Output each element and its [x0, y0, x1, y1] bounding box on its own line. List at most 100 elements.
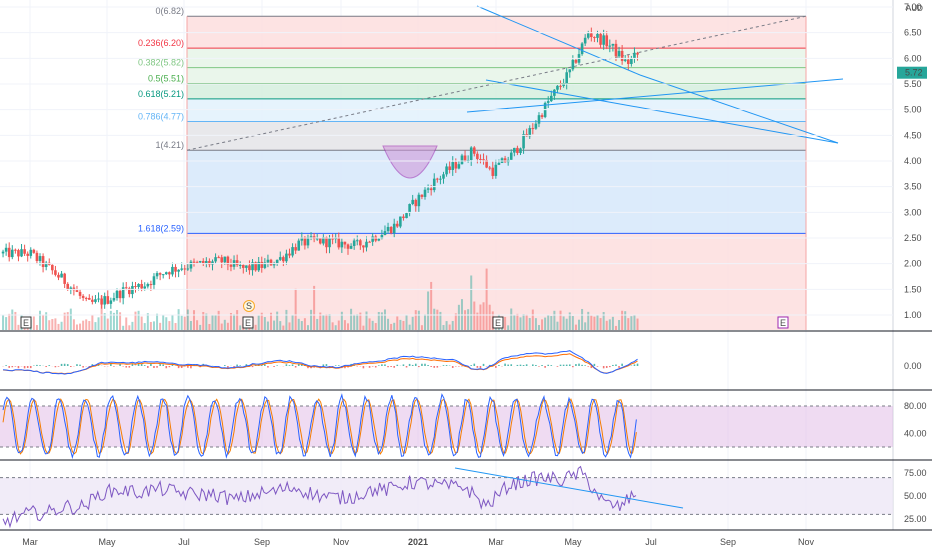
- candle-body: [282, 257, 285, 262]
- candle-body: [208, 261, 211, 265]
- price-tick: 2.00: [904, 259, 922, 269]
- split-marker[interactable]: [243, 300, 255, 312]
- candle-body: [112, 298, 116, 301]
- volume-bar: [217, 310, 220, 330]
- volume-bar: [337, 320, 340, 330]
- candle-body: [78, 291, 82, 296]
- candle-body: [7, 247, 11, 258]
- macd-histogram-bar: [414, 363, 417, 366]
- earnings-marker[interactable]: [242, 316, 254, 329]
- candle-body: [556, 85, 559, 90]
- candle-body: [386, 226, 390, 232]
- currency-label: AUD: [906, 4, 923, 13]
- volume-bar: [405, 315, 408, 330]
- macd-histogram-bar: [374, 366, 377, 368]
- candle-body: [331, 238, 334, 240]
- earnings-marker[interactable]: [777, 316, 789, 329]
- volume-bar: [414, 310, 417, 330]
- candle-body: [272, 263, 276, 266]
- macd-histogram-bar: [578, 363, 580, 366]
- price-tick: 3.50: [904, 182, 922, 192]
- macd-histogram-bar: [36, 364, 38, 366]
- macd-histogram-bar: [113, 366, 115, 367]
- volume-bar: [562, 316, 565, 330]
- candle-body: [611, 43, 615, 46]
- volume-bar: [202, 311, 205, 330]
- volume-bar: [442, 325, 445, 330]
- macd-histogram-bar: [353, 365, 355, 366]
- volume-bar: [263, 317, 266, 330]
- candle-body: [189, 261, 193, 269]
- earnings-marker[interactable]: [492, 316, 504, 329]
- macd-histogram-bar: [162, 364, 165, 366]
- candle-body: [380, 235, 384, 239]
- candle-body: [408, 204, 411, 214]
- volume-bar: [316, 318, 319, 330]
- volume-bar: [39, 310, 42, 330]
- candle-body: [442, 174, 445, 179]
- macd-histogram-bar: [615, 364, 617, 366]
- candle-body: [149, 284, 153, 286]
- candle-body: [565, 72, 568, 85]
- macd-histogram-bar: [411, 364, 414, 366]
- volume-bar: [534, 318, 537, 330]
- volume-bar: [516, 313, 519, 330]
- candle-body: [491, 167, 495, 176]
- macd-histogram-bar: [575, 364, 577, 366]
- volume-bar: [300, 321, 303, 330]
- macd-histogram-bar: [618, 366, 620, 368]
- candle-body: [522, 134, 525, 149]
- volume-bar: [112, 312, 115, 330]
- candle-body: [546, 101, 550, 103]
- volume-bar: [325, 314, 328, 330]
- volume-bar: [581, 308, 584, 330]
- macd-histogram-bar: [593, 363, 596, 366]
- macd-histogram-bar: [507, 364, 509, 366]
- macd-histogram-bar: [510, 364, 513, 366]
- candle-body: [488, 167, 491, 169]
- x-tick-label: Nov: [333, 537, 350, 547]
- volume-bar: [220, 323, 223, 330]
- macd-line: [3, 350, 638, 375]
- macd-histogram-bar: [150, 363, 152, 366]
- macd-histogram-bar: [322, 364, 325, 366]
- candle-body: [266, 259, 270, 263]
- candle-body: [436, 178, 439, 180]
- volume-bar: [454, 313, 457, 330]
- candle-body: [614, 43, 618, 57]
- candle-body: [14, 249, 17, 251]
- candle-body: [590, 33, 593, 38]
- candle-body: [115, 290, 119, 299]
- volume-bar: [408, 324, 411, 330]
- volume-bar: [79, 323, 82, 330]
- macd-histogram-bar: [137, 364, 140, 366]
- candle-body: [337, 237, 341, 248]
- volume-bar: [347, 323, 350, 330]
- price-tick: 5.00: [904, 105, 922, 115]
- candle-body: [97, 298, 100, 300]
- volume-bar: [125, 317, 128, 330]
- volume-bar: [584, 322, 587, 330]
- volume-bar: [574, 324, 577, 330]
- volume-bar: [556, 321, 559, 330]
- macd-histogram-bar: [633, 364, 636, 366]
- volume-bar: [322, 315, 325, 330]
- candle-body: [402, 216, 405, 219]
- volume-bar: [100, 295, 103, 330]
- candle-body: [248, 265, 251, 271]
- volume-bar: [427, 291, 430, 330]
- macd-histogram-bar: [602, 366, 605, 369]
- macd-histogram-bar: [245, 364, 248, 366]
- volume-bar: [624, 311, 627, 330]
- volume-bar: [66, 312, 69, 330]
- volume-bar: [368, 318, 371, 330]
- macd-histogram-bar: [519, 364, 522, 366]
- macd-histogram-bar: [82, 366, 84, 368]
- cup-pattern: [382, 145, 438, 179]
- macd-histogram-bar: [408, 363, 411, 366]
- earnings-marker[interactable]: [20, 316, 32, 329]
- volume-bar: [451, 320, 454, 330]
- candle-body: [94, 299, 97, 302]
- candle-body: [472, 147, 476, 154]
- candle-body: [143, 286, 147, 289]
